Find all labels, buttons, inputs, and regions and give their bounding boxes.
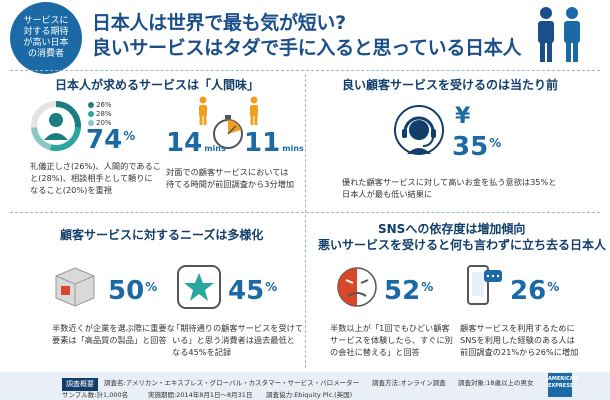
sns-value: 26 [510, 276, 547, 306]
free-service-percent: 35% [452, 132, 501, 162]
product-quality-description: 半数近くが企業を選ぶ際に重要な 要素は「高品質の製品」と回答 [52, 323, 175, 345]
free-service-title: 良い顧客サービスを受けるのは当たり前 [342, 78, 559, 92]
wait-unit: mins [282, 144, 304, 153]
survey-cooperation: 調査協力:Ebiquity Plc.(英国) [266, 391, 353, 399]
product-quality-percent: 50% [108, 276, 157, 306]
ring-chart-icon [31, 101, 81, 151]
leave-percent: 52% [384, 276, 433, 306]
ring-segment [55, 101, 81, 128]
sns-description: 顧客サービスを利用するために SNSを利用した経験のある人は 前回調査の21%か… [460, 323, 579, 357]
free-service-description: 優れた顧客サービスに対して高いお金を払う意欲は35%と 日本人が最も低い結果に [342, 177, 557, 199]
legend-item: 26% [88, 101, 112, 110]
wait-time-description: 対面での顧客サービスにおいては 待てる時間が前回調査から3分増加 [166, 167, 295, 189]
wait-before: 14 mins [166, 128, 226, 158]
legend-item: 20% [88, 119, 112, 128]
star-icon [177, 265, 221, 309]
person-icon [250, 96, 258, 125]
sns-percent: 26% [510, 276, 559, 306]
percent-sign: % [123, 129, 136, 143]
percent-sign: % [145, 280, 158, 294]
wait-after: 11 mins [244, 128, 304, 158]
wait-after-value: 11 [244, 128, 281, 158]
page-subtitle: 良いサービスはタダで手に入ると思っている日本人 [92, 37, 522, 59]
footer-band [0, 372, 610, 400]
survey-method: 調査方法:オンライン調査 [372, 379, 446, 387]
human-touch-percent: 74% [86, 125, 135, 155]
badge-text: サービスに 対する期待 が高い日本 の消費者 [23, 16, 69, 59]
yen-symbol: ¥ [455, 104, 471, 129]
human-touch-title: 日本人が求めるサービスは「人間味」 [55, 78, 260, 92]
phone-chat-icon [467, 265, 502, 305]
leave-description: 半数以上が「1回でもひどい顧客 サービスを体験したら、すぐに別 の会社に替える」… [330, 323, 453, 357]
angry-face-icon [337, 267, 377, 307]
survey-name: 調査名:アメリカン・エキスプレス・グローバル・カスタマー・サービス・バロメーター [104, 379, 360, 387]
human-touch-description: 礼儀正しさ(26%)、人間的であるこ と(28%)、相談相手として頼りに なるこ… [30, 161, 161, 195]
amex-logo: AMERICAN EXPRESS [548, 373, 578, 397]
legend-label: 20% [96, 119, 112, 127]
legend-label: 28% [96, 110, 112, 118]
box-icon [55, 267, 95, 307]
human-touch-value: 74 [86, 125, 123, 155]
headset-icon [394, 105, 444, 155]
leave-value: 52 [384, 276, 421, 306]
survey-target: 調査対象:18歳以上の男女 [458, 379, 534, 387]
percent-sign: % [547, 280, 560, 294]
stopwatch-icon [213, 115, 243, 149]
sns-title-line2: 悪いサービスを受けると何も言わずに立ち去る日本人 [318, 238, 607, 252]
ring-segment [31, 126, 52, 151]
expectation-description: 「期待通りの顧客サービスを受けて いる」と思う消費者は過去最低と なる45%を記… [172, 323, 304, 357]
percent-sign: % [421, 280, 434, 294]
ring-legend: 26% 28% 20% [88, 101, 112, 128]
intro-badge: サービスに 対する期待 が高い日本 の消費者 [10, 2, 82, 74]
ring-segment [49, 126, 81, 151]
sns-title-line1: SNSへの依存度は増加傾向 [378, 222, 526, 236]
divider-top [10, 70, 600, 71]
wait-unit: mins [204, 144, 226, 153]
percent-sign: % [489, 136, 502, 150]
divider-vertical [305, 74, 306, 368]
product-quality-value: 50 [108, 276, 145, 306]
survey-sample: サンプル数:計1,000名 [62, 391, 129, 399]
survey-period: 実施期間:2014年8月1日〜8月31日 [148, 391, 253, 399]
legend-label: 26% [96, 101, 112, 109]
footer-label: 調査概要 [62, 378, 98, 391]
free-service-value: 35 [452, 132, 489, 162]
expectation-percent: 45% [228, 276, 277, 306]
percent-sign: % [265, 280, 278, 294]
people-icon [538, 7, 580, 62]
page-title: 日本人は世界で最も気が短い? [92, 12, 346, 34]
legend-item: 28% [88, 110, 112, 119]
needs-title: 顧客サービスに対するニーズは多様化 [60, 228, 264, 242]
person-icon [199, 96, 207, 125]
wait-before-value: 14 [166, 128, 203, 158]
expectation-value: 45 [228, 276, 265, 306]
